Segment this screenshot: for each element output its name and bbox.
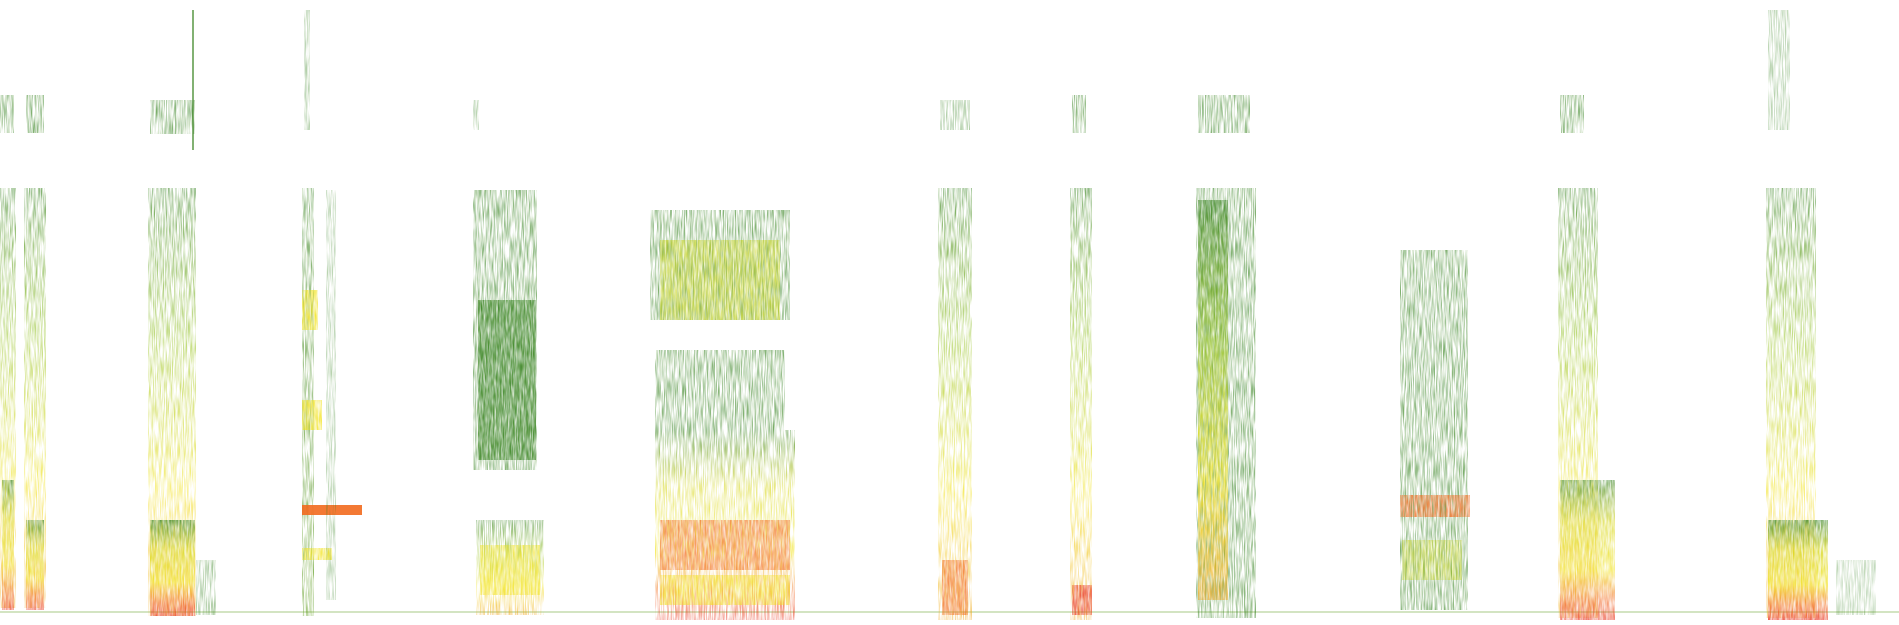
segment-4: [473, 100, 544, 615]
segment-8: [1196, 95, 1256, 618]
segment-12: [1836, 560, 1876, 615]
segment-9: [1400, 250, 1470, 610]
segment-3: [302, 10, 362, 616]
segment-1: [0, 95, 46, 610]
segment-6: [938, 100, 972, 620]
segment-5: [650, 210, 795, 620]
segment-2: [148, 10, 216, 616]
segment-11: [1766, 10, 1828, 620]
segment-10: [1558, 95, 1615, 620]
segment-7: [1070, 95, 1092, 620]
